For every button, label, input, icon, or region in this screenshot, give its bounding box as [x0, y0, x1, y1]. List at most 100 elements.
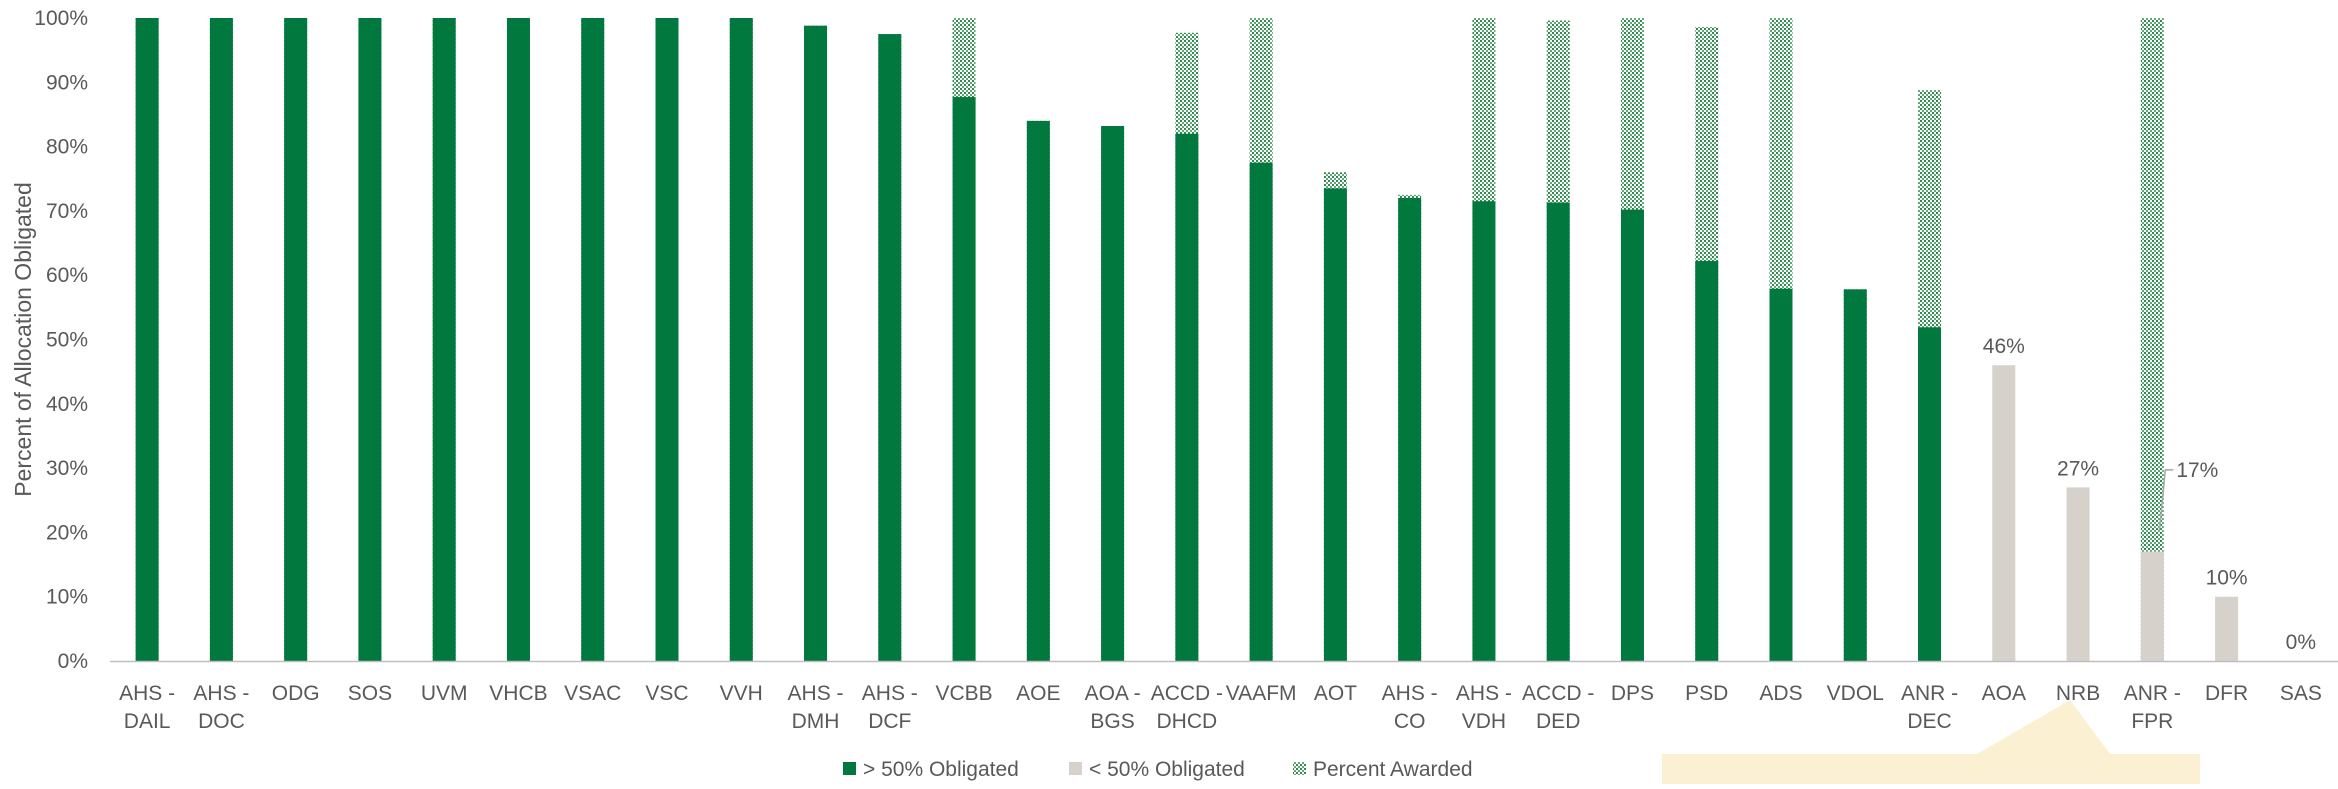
- bar-over-50-obligated: [1323, 188, 1347, 661]
- y-tick-label: 80%: [46, 136, 88, 159]
- bar-over-50-obligated: [1026, 120, 1050, 661]
- data-label: 17%: [2176, 459, 2218, 482]
- x-tick-label-line: DPS: [1611, 682, 1654, 705]
- bar-over-50-obligated: [135, 18, 159, 661]
- x-tick-label-line: SAS: [2280, 682, 2322, 705]
- bar-over-50-obligated: [1546, 202, 1570, 661]
- x-tick-label: AHS - DCF: [862, 682, 918, 733]
- x-tick-label-line: ANR -: [2124, 682, 2181, 705]
- x-tick-label-line: BGS: [1090, 710, 1134, 733]
- x-tick-label-line: AOA: [1982, 682, 2026, 705]
- x-tick-label: NRB: [2056, 682, 2100, 705]
- x-tick-label-line: VVH: [720, 682, 763, 705]
- y-axis-label: Percent of Allocation Obligated: [10, 182, 36, 497]
- bar-over-50-obligated: [581, 18, 605, 661]
- data-label: 10%: [2206, 567, 2248, 590]
- bar-over-50-obligated: [1843, 289, 1867, 661]
- y-tick-label: 90%: [46, 71, 88, 94]
- x-tick-label-line: CO: [1394, 710, 1426, 733]
- x-tick-label: PSD: [1685, 682, 1728, 705]
- bars-layer: [135, 18, 2239, 662]
- bar-under-50-obligated: [2066, 487, 2090, 661]
- y-tick-label: 20%: [46, 521, 88, 544]
- x-tick-label-line: AHS -: [862, 682, 918, 705]
- x-tick-label-line: AHS -: [1382, 682, 1438, 705]
- bar-over-50-obligated: [1175, 133, 1199, 662]
- data-label: 46%: [1983, 335, 2025, 358]
- bar-over-50-obligated: [1249, 162, 1273, 662]
- data-label-leader-line: [2158, 469, 2174, 532]
- x-tick-label-line: PSD: [1685, 682, 1728, 705]
- data-label: 0%: [2286, 631, 2316, 654]
- x-tick-label-line: ANR -: [1901, 682, 1958, 705]
- x-tick-label-line: VDH: [1462, 710, 1506, 733]
- bar-over-50-obligated: [432, 18, 456, 661]
- bar-over-50-obligated: [952, 97, 976, 662]
- x-tick-label-line: DAIL: [124, 710, 171, 733]
- x-tick-label-line: ACCD -: [1151, 682, 1223, 705]
- x-tick-label: ACCD - DED: [1522, 682, 1594, 733]
- x-tick-label-line: VCBB: [935, 682, 992, 705]
- x-tick-label: AHS - DMH: [788, 682, 844, 733]
- x-tick-label-line: AHS -: [193, 682, 249, 705]
- bar-over-50-obligated: [1398, 198, 1422, 662]
- y-tick-label: 100%: [34, 7, 88, 30]
- bar-over-50-obligated: [804, 25, 828, 661]
- x-tick-label: DFR: [2205, 682, 2248, 705]
- x-tick-label-line: DEC: [1907, 710, 1951, 733]
- x-tick-label: VCBB: [935, 682, 992, 705]
- x-tick-label: ANR - DEC: [1901, 682, 1958, 733]
- bar-percent-awarded: [2140, 18, 2164, 661]
- x-tick-label: UVM: [421, 682, 468, 705]
- x-tick-label: SAS: [2280, 682, 2322, 705]
- x-tick-label-line: VSC: [645, 682, 688, 705]
- legend-label: < 50% Obligated: [1089, 758, 1245, 781]
- x-tick-label: VHCB: [489, 682, 547, 705]
- bar-under-50-obligated: [2140, 551, 2164, 661]
- x-tick-label: SOS: [348, 682, 392, 705]
- x-tick-label-line: VDOL: [1827, 682, 1884, 705]
- x-tick-label-line: AHS -: [788, 682, 844, 705]
- x-tick-label-line: ODG: [272, 682, 320, 705]
- x-tick-label: ODG: [272, 682, 320, 705]
- x-tick-label: ACCD - DHCD: [1151, 682, 1223, 733]
- x-tick-label: VVH: [720, 682, 763, 705]
- bar-over-50-obligated: [284, 18, 308, 661]
- x-tick-label: AHS - CO: [1382, 682, 1438, 733]
- y-tick-label: 60%: [46, 264, 88, 287]
- x-tick-label-line: DED: [1536, 710, 1580, 733]
- x-tick-label-line: SOS: [348, 682, 392, 705]
- legend-label: > 50% Obligated: [863, 758, 1019, 781]
- bar-over-50-obligated: [1769, 288, 1793, 661]
- legend-swatch: [843, 762, 856, 775]
- x-tick-label-line: ADS: [1759, 682, 1802, 705]
- x-tick-label: AHS - DOC: [193, 682, 249, 733]
- x-tick-label-line: AHS -: [119, 682, 175, 705]
- x-tick-label: VSAC: [564, 682, 621, 705]
- x-tick-label-line: AOA -: [1085, 682, 1141, 705]
- x-tick-label: ADS: [1759, 682, 1802, 705]
- x-tick-label-line: VHCB: [489, 682, 547, 705]
- x-tick-label-line: AOE: [1016, 682, 1060, 705]
- x-tick-label-line: DCF: [868, 710, 911, 733]
- x-tick-label-line: FPR: [2131, 710, 2173, 733]
- axis-layer: 0% 10% 20% 30% 40% 50% 60% 70% 80% 90% 100% Percent…: [10, 7, 2338, 733]
- legend-swatch: [1293, 762, 1306, 775]
- bar-over-50-obligated: [1918, 327, 1942, 661]
- x-tick-label: AHS - DAIL: [119, 682, 175, 733]
- x-tick-label: VSC: [645, 682, 688, 705]
- chart-legend: > 50% Obligated < 50% Obligated Percent Aw…: [843, 758, 1473, 781]
- y-tick-label: 30%: [46, 457, 88, 480]
- y-tick-label: 70%: [46, 200, 88, 223]
- bar-over-50-obligated: [506, 18, 530, 661]
- x-tick-label-line: UVM: [421, 682, 468, 705]
- highlight-band: [1662, 700, 2200, 784]
- y-tick-label: 0%: [58, 650, 88, 673]
- bar-over-50-obligated: [655, 18, 679, 661]
- bar-over-50-obligated: [729, 18, 753, 661]
- x-tick-label: DPS: [1611, 682, 1654, 705]
- x-tick-label-line: DHCD: [1157, 710, 1218, 733]
- bar-over-50-obligated: [1472, 201, 1496, 661]
- bar-over-50-obligated: [1695, 261, 1719, 661]
